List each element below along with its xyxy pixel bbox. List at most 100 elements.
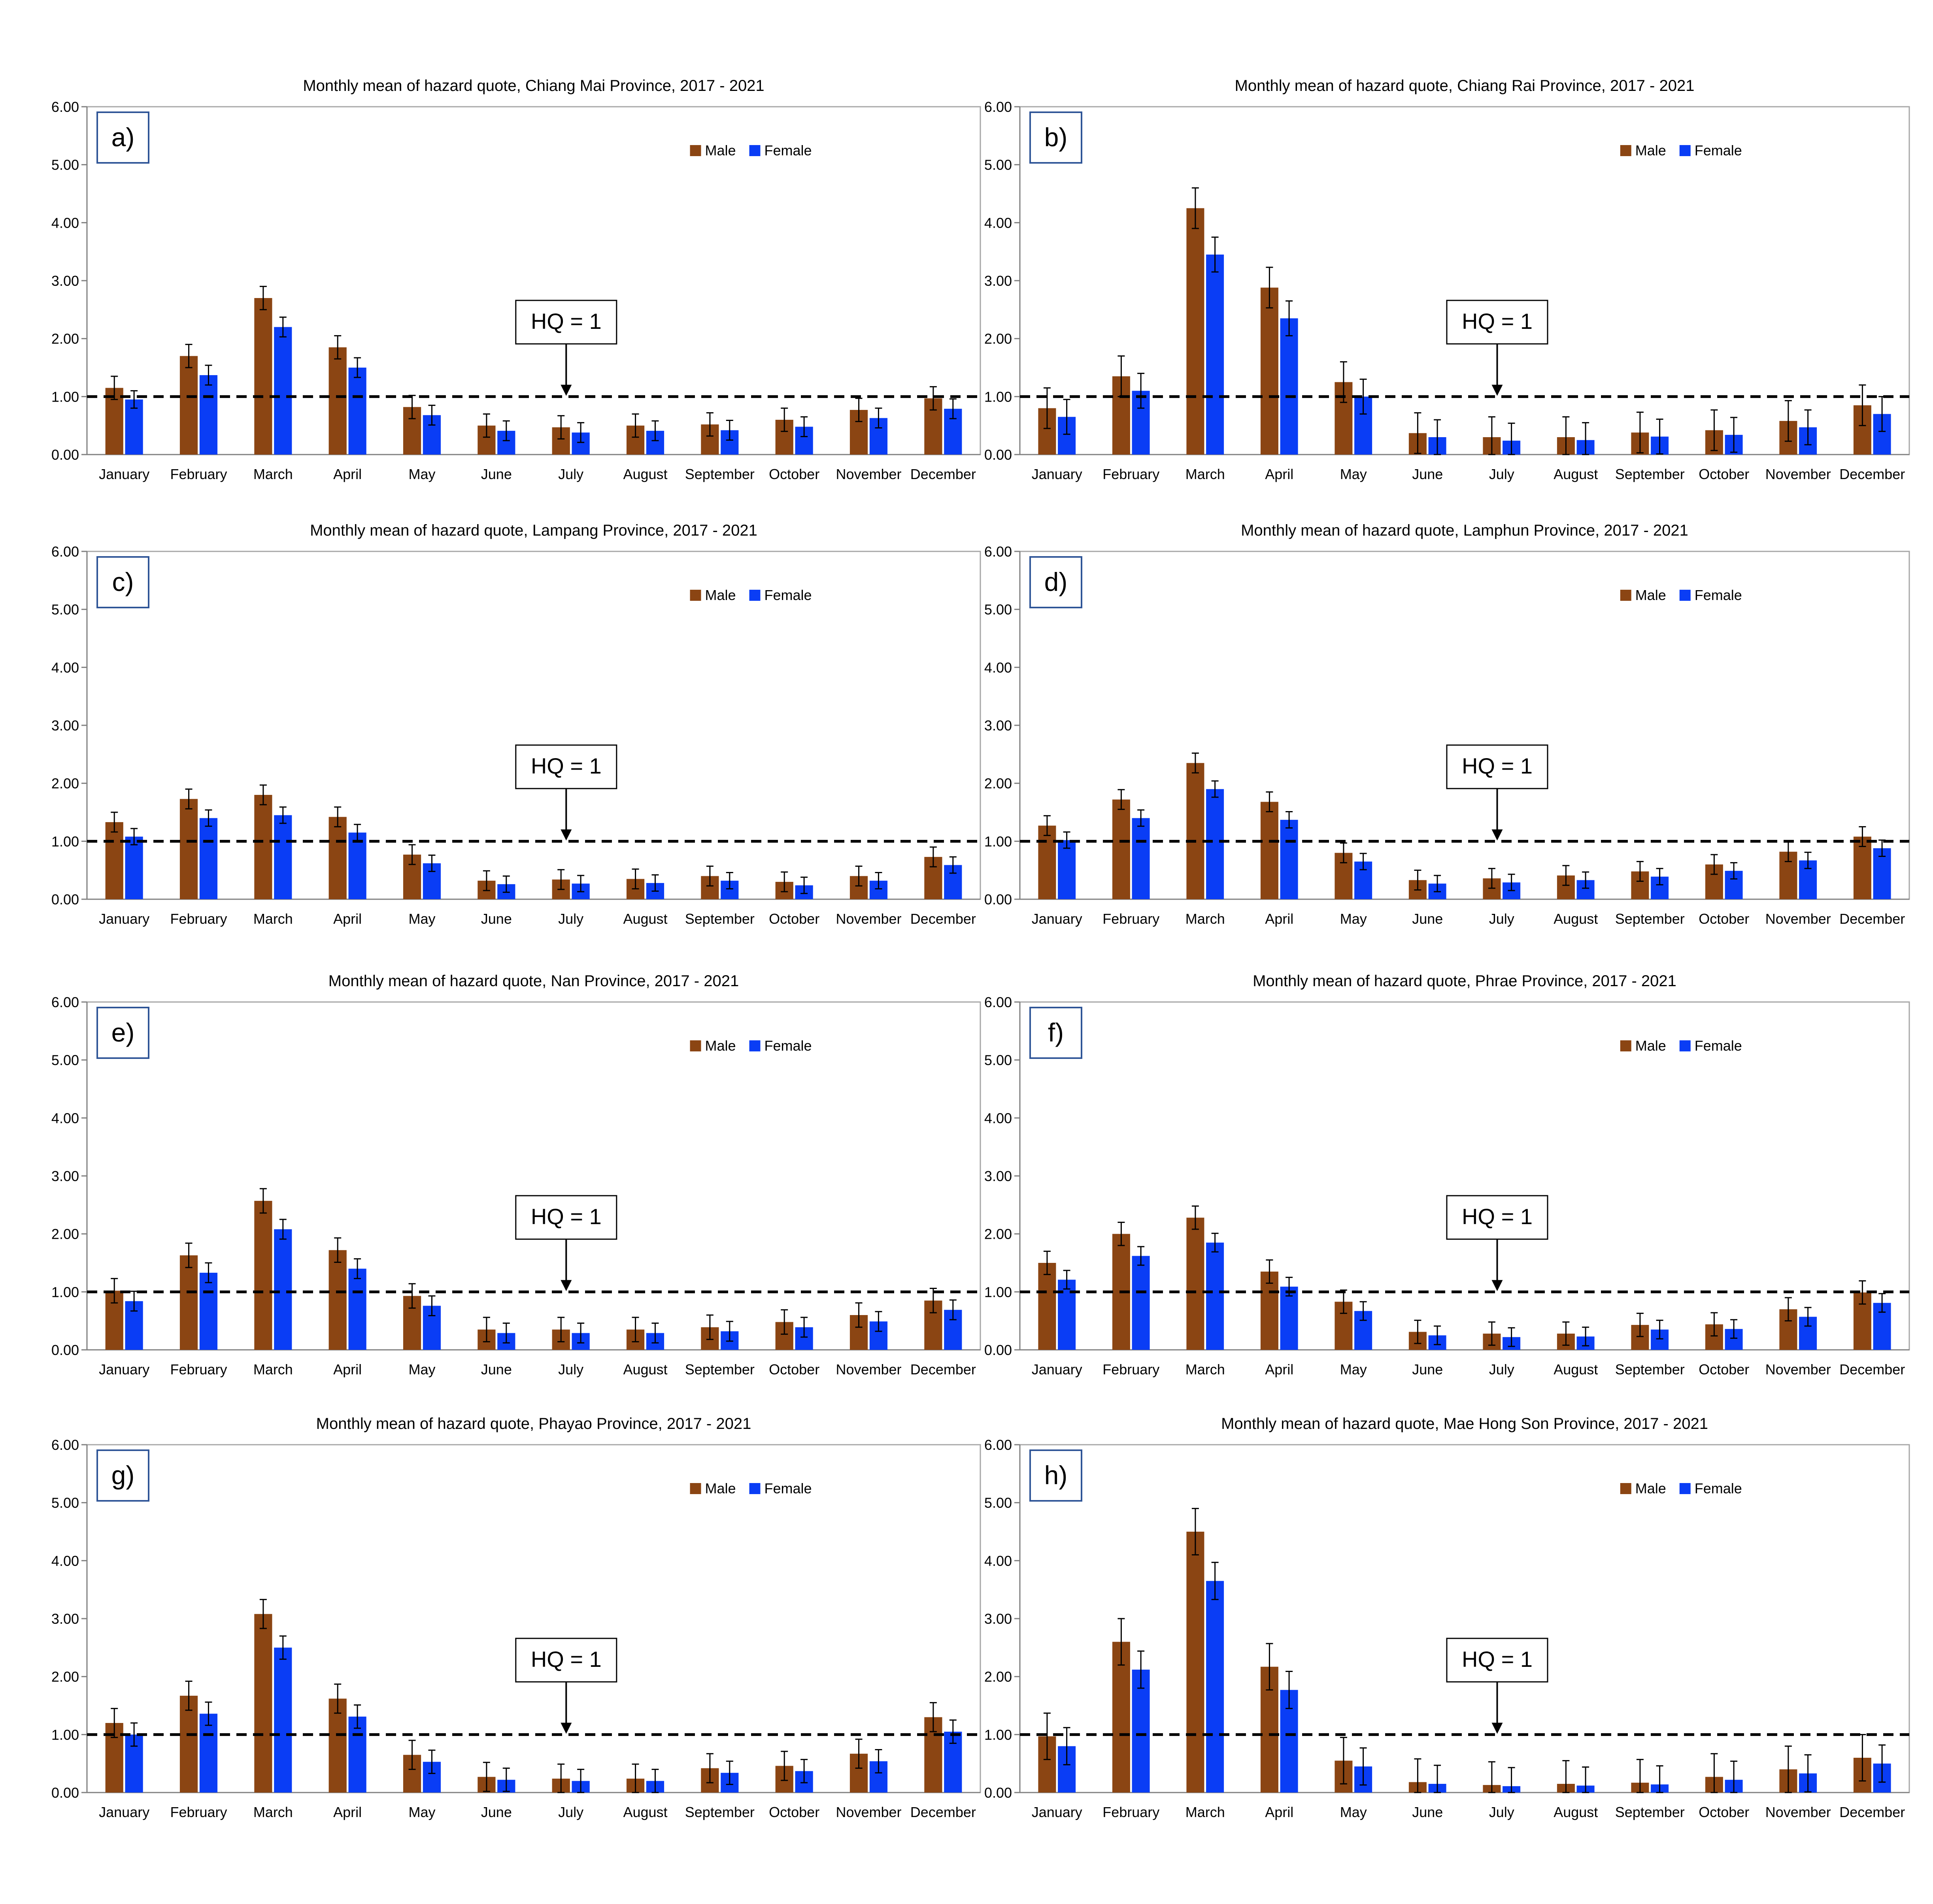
chart-title: Monthly mean of hazard quote, Mae Hong S… <box>1221 1415 1708 1432</box>
bar-male <box>254 795 272 899</box>
chart-panel-g: Monthly mean of hazard quote, Phayao Pro… <box>51 1415 981 1820</box>
y-tick-label: 4.00 <box>51 659 79 676</box>
y-tick-label: 3.00 <box>51 273 79 289</box>
hq-arrow-head <box>1491 829 1503 841</box>
x-tick-label: July <box>558 1804 583 1820</box>
panel-label-box <box>96 1449 149 1502</box>
legend-swatch-male <box>690 1040 701 1051</box>
y-tick-label: 4.00 <box>51 1553 79 1569</box>
x-tick-label: December <box>910 1804 976 1820</box>
y-tick-label: 1.00 <box>51 1284 79 1300</box>
chart-panel-e: Monthly mean of hazard quote, Nan Provin… <box>51 972 981 1378</box>
x-tick-label: May <box>1340 1361 1367 1378</box>
y-tick-label: 1.00 <box>51 833 79 849</box>
hq-label: HQ = 1 <box>1462 309 1533 334</box>
y-tick-label: 4.00 <box>984 1110 1012 1126</box>
x-tick-label: March <box>253 911 293 927</box>
panel-label-box <box>1029 1007 1082 1059</box>
hq-label-box <box>1446 1638 1548 1683</box>
x-tick-label: March <box>1185 1804 1225 1820</box>
x-tick-label: January <box>99 1804 149 1820</box>
y-tick-label: 2.00 <box>51 776 79 792</box>
chart-panel-h: Monthly mean of hazard quote, Mae Hong S… <box>984 1415 1910 1820</box>
hq-label: HQ = 1 <box>531 753 602 778</box>
x-tick-label: January <box>1032 911 1082 927</box>
chart-title: Monthly mean of hazard quote, Phayao Pro… <box>316 1415 751 1432</box>
chart-title: Monthly mean of hazard quote, Chiang Rai… <box>1235 77 1695 94</box>
panel-label-box <box>96 556 149 608</box>
x-tick-label: March <box>253 1361 293 1378</box>
legend-label-female: Female <box>1695 587 1742 603</box>
x-tick-label: January <box>1032 1804 1082 1820</box>
x-tick-label: December <box>910 911 976 927</box>
legend-label-female: Female <box>765 142 812 159</box>
hq-label: HQ = 1 <box>1462 1647 1533 1672</box>
chart-panel-b: Monthly mean of hazard quote, Chiang Rai… <box>984 77 1910 482</box>
x-tick-label: June <box>1412 911 1443 927</box>
bar-male <box>1112 799 1130 899</box>
x-tick-label: September <box>685 466 755 482</box>
chart-title: Monthly mean of hazard quote, Lampang Pr… <box>310 522 757 539</box>
x-tick-label: August <box>623 1804 667 1820</box>
hq-arrow-head <box>561 829 572 841</box>
x-tick-label: May <box>408 466 435 482</box>
legend-label-male: Male <box>705 587 736 603</box>
x-tick-label: January <box>99 911 149 927</box>
hq-label-box <box>515 1195 617 1240</box>
x-tick-label: April <box>1265 466 1293 482</box>
panel-label: h) <box>1044 1461 1068 1490</box>
x-tick-label: August <box>1554 911 1598 927</box>
x-tick-label: May <box>1340 1804 1367 1820</box>
legend-label-female: Female <box>765 587 812 603</box>
bar-male <box>1038 825 1056 899</box>
x-tick-label: January <box>99 466 149 482</box>
x-tick-label: July <box>1489 1361 1514 1378</box>
bar-male <box>1186 1217 1204 1350</box>
bar-male <box>179 799 198 899</box>
bar-female <box>199 375 218 455</box>
legend-label-male: Male <box>1635 587 1666 603</box>
legend-label-female: Female <box>1695 1038 1742 1054</box>
chart-title: Monthly mean of hazard quote, Chiang Mai… <box>303 77 764 94</box>
bar-female <box>348 1268 366 1350</box>
bar-female <box>1280 318 1298 455</box>
plot-area-border <box>1019 1444 1910 1793</box>
x-tick-label: November <box>836 466 901 482</box>
y-tick-label: 5.00 <box>51 1052 79 1068</box>
bar-male <box>328 347 347 455</box>
x-tick-label: June <box>481 1804 512 1820</box>
chart-title: Monthly mean of hazard quote, Nan Provin… <box>328 972 739 990</box>
legend-label-male: Male <box>1635 142 1666 159</box>
y-tick-label: 2.00 <box>984 1669 1012 1685</box>
x-tick-label: January <box>1032 1361 1082 1378</box>
bar-female <box>348 368 366 455</box>
legend-swatch-female <box>749 1040 761 1051</box>
legend-label-male: Male <box>705 1038 736 1054</box>
y-tick-label: 1.00 <box>51 389 79 405</box>
x-tick-label: June <box>481 1361 512 1378</box>
panel-label: a) <box>111 123 135 152</box>
bar-female <box>199 1272 218 1350</box>
x-tick-label: September <box>1615 1804 1685 1820</box>
bar-female <box>1132 1256 1150 1350</box>
x-tick-label: December <box>910 466 976 482</box>
panel-label: d) <box>1044 567 1068 596</box>
x-tick-label: October <box>769 466 819 482</box>
legend-swatch-male <box>1620 1483 1631 1494</box>
bar-female <box>1206 1242 1224 1350</box>
x-tick-label: May <box>1340 466 1367 482</box>
x-tick-label: October <box>1699 911 1749 927</box>
x-tick-label: April <box>1265 1361 1293 1378</box>
x-tick-label: December <box>910 1361 976 1378</box>
x-tick-label: February <box>1102 1804 1159 1820</box>
y-tick-label: 6.00 <box>984 994 1012 1010</box>
legend-label-female: Female <box>1695 1480 1742 1496</box>
y-tick-label: 3.00 <box>984 1611 1012 1627</box>
panel-label: c) <box>112 567 134 596</box>
x-tick-label: February <box>1102 911 1159 927</box>
panel-label-box <box>1029 111 1082 164</box>
bar-male <box>1112 1642 1130 1793</box>
x-tick-label: February <box>1102 466 1159 482</box>
y-tick-label: 5.00 <box>51 157 79 173</box>
